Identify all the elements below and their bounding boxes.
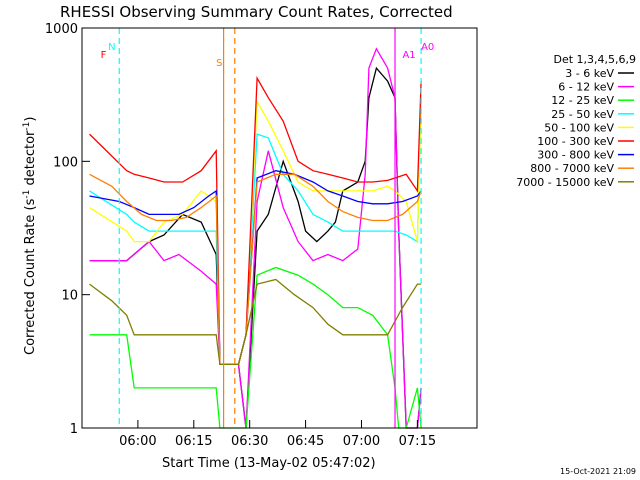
- y-axis-label-sup1: -1: [22, 190, 32, 199]
- series-line-6: [89, 75, 422, 366]
- legend-label-2: 6 - 12 keV: [558, 81, 614, 94]
- legend-label-6: 100 - 300 keV: [537, 135, 614, 148]
- legend-label-8: 800 - 7000 keV: [530, 162, 614, 175]
- series-group: [89, 47, 422, 429]
- x-tick-label-6: 07:15: [399, 434, 436, 449]
- x-tick-label-4: 06:45: [287, 434, 324, 449]
- y-axis-label-mid: detector: [23, 130, 38, 190]
- annotation-1: N: [108, 42, 115, 53]
- series-line-5: [89, 97, 422, 366]
- series-line-2: [89, 47, 422, 429]
- y-tick-label-4: 1000: [45, 22, 78, 37]
- legend-label-3: 12 - 25 keV: [551, 94, 614, 107]
- x-axis-label: Start Time (13-May-02 05:47:02): [162, 456, 376, 471]
- annotation-group: NF S A0 A1: [101, 28, 434, 428]
- series-line-8: [89, 173, 422, 366]
- y-tick-label-3: 100: [53, 155, 78, 170]
- legend-title: Det 1,3,4,5,6,9: [553, 53, 636, 66]
- series-line-1: [89, 66, 422, 429]
- legend-label-1: 3 - 6 keV: [565, 67, 614, 80]
- annotation-2: F: [101, 50, 107, 61]
- series-line-3: [89, 266, 422, 429]
- y-axis-label: Corrected Count Rate (s-1 detector-1): [22, 117, 38, 355]
- y-tick-label-1: 1: [70, 422, 78, 437]
- annotation-5: A1: [402, 50, 415, 61]
- legend-label-9: 7000 - 15000 keV: [516, 176, 614, 189]
- annotation-3: S: [216, 58, 222, 69]
- legend-label-5: 50 - 100 keV: [544, 121, 614, 134]
- legend-label-4: 25 - 50 keV: [551, 108, 614, 121]
- annotation-4: A0: [421, 42, 434, 53]
- y-axis-label-sup2: -1: [22, 122, 32, 131]
- legend-label-7: 300 - 800 keV: [537, 149, 614, 162]
- x-tick-label-3: 06:30: [231, 434, 268, 449]
- y-tick-label-2: 10: [61, 289, 78, 304]
- timestamp: 15-Oct-2021 21:09: [560, 467, 636, 476]
- axes-group: 06:00 06:15 06:30 06:45 07:00 07:15 1 10 100 1000: [45, 22, 436, 449]
- y-axis-label-main: Corrected Count Rate (s: [23, 198, 38, 355]
- series-line-9: [89, 278, 422, 366]
- x-tick-label-2: 06:15: [175, 434, 212, 449]
- plot-frame: [81, 27, 478, 429]
- series-line-4: [89, 97, 422, 366]
- x-tick-label-5: 07:00: [343, 434, 380, 449]
- x-tick-label-1: 06:00: [119, 434, 156, 449]
- chart-title: RHESSI Observing Summary Count Rates, Co…: [60, 3, 453, 21]
- y-axis-label-end: ): [23, 117, 38, 122]
